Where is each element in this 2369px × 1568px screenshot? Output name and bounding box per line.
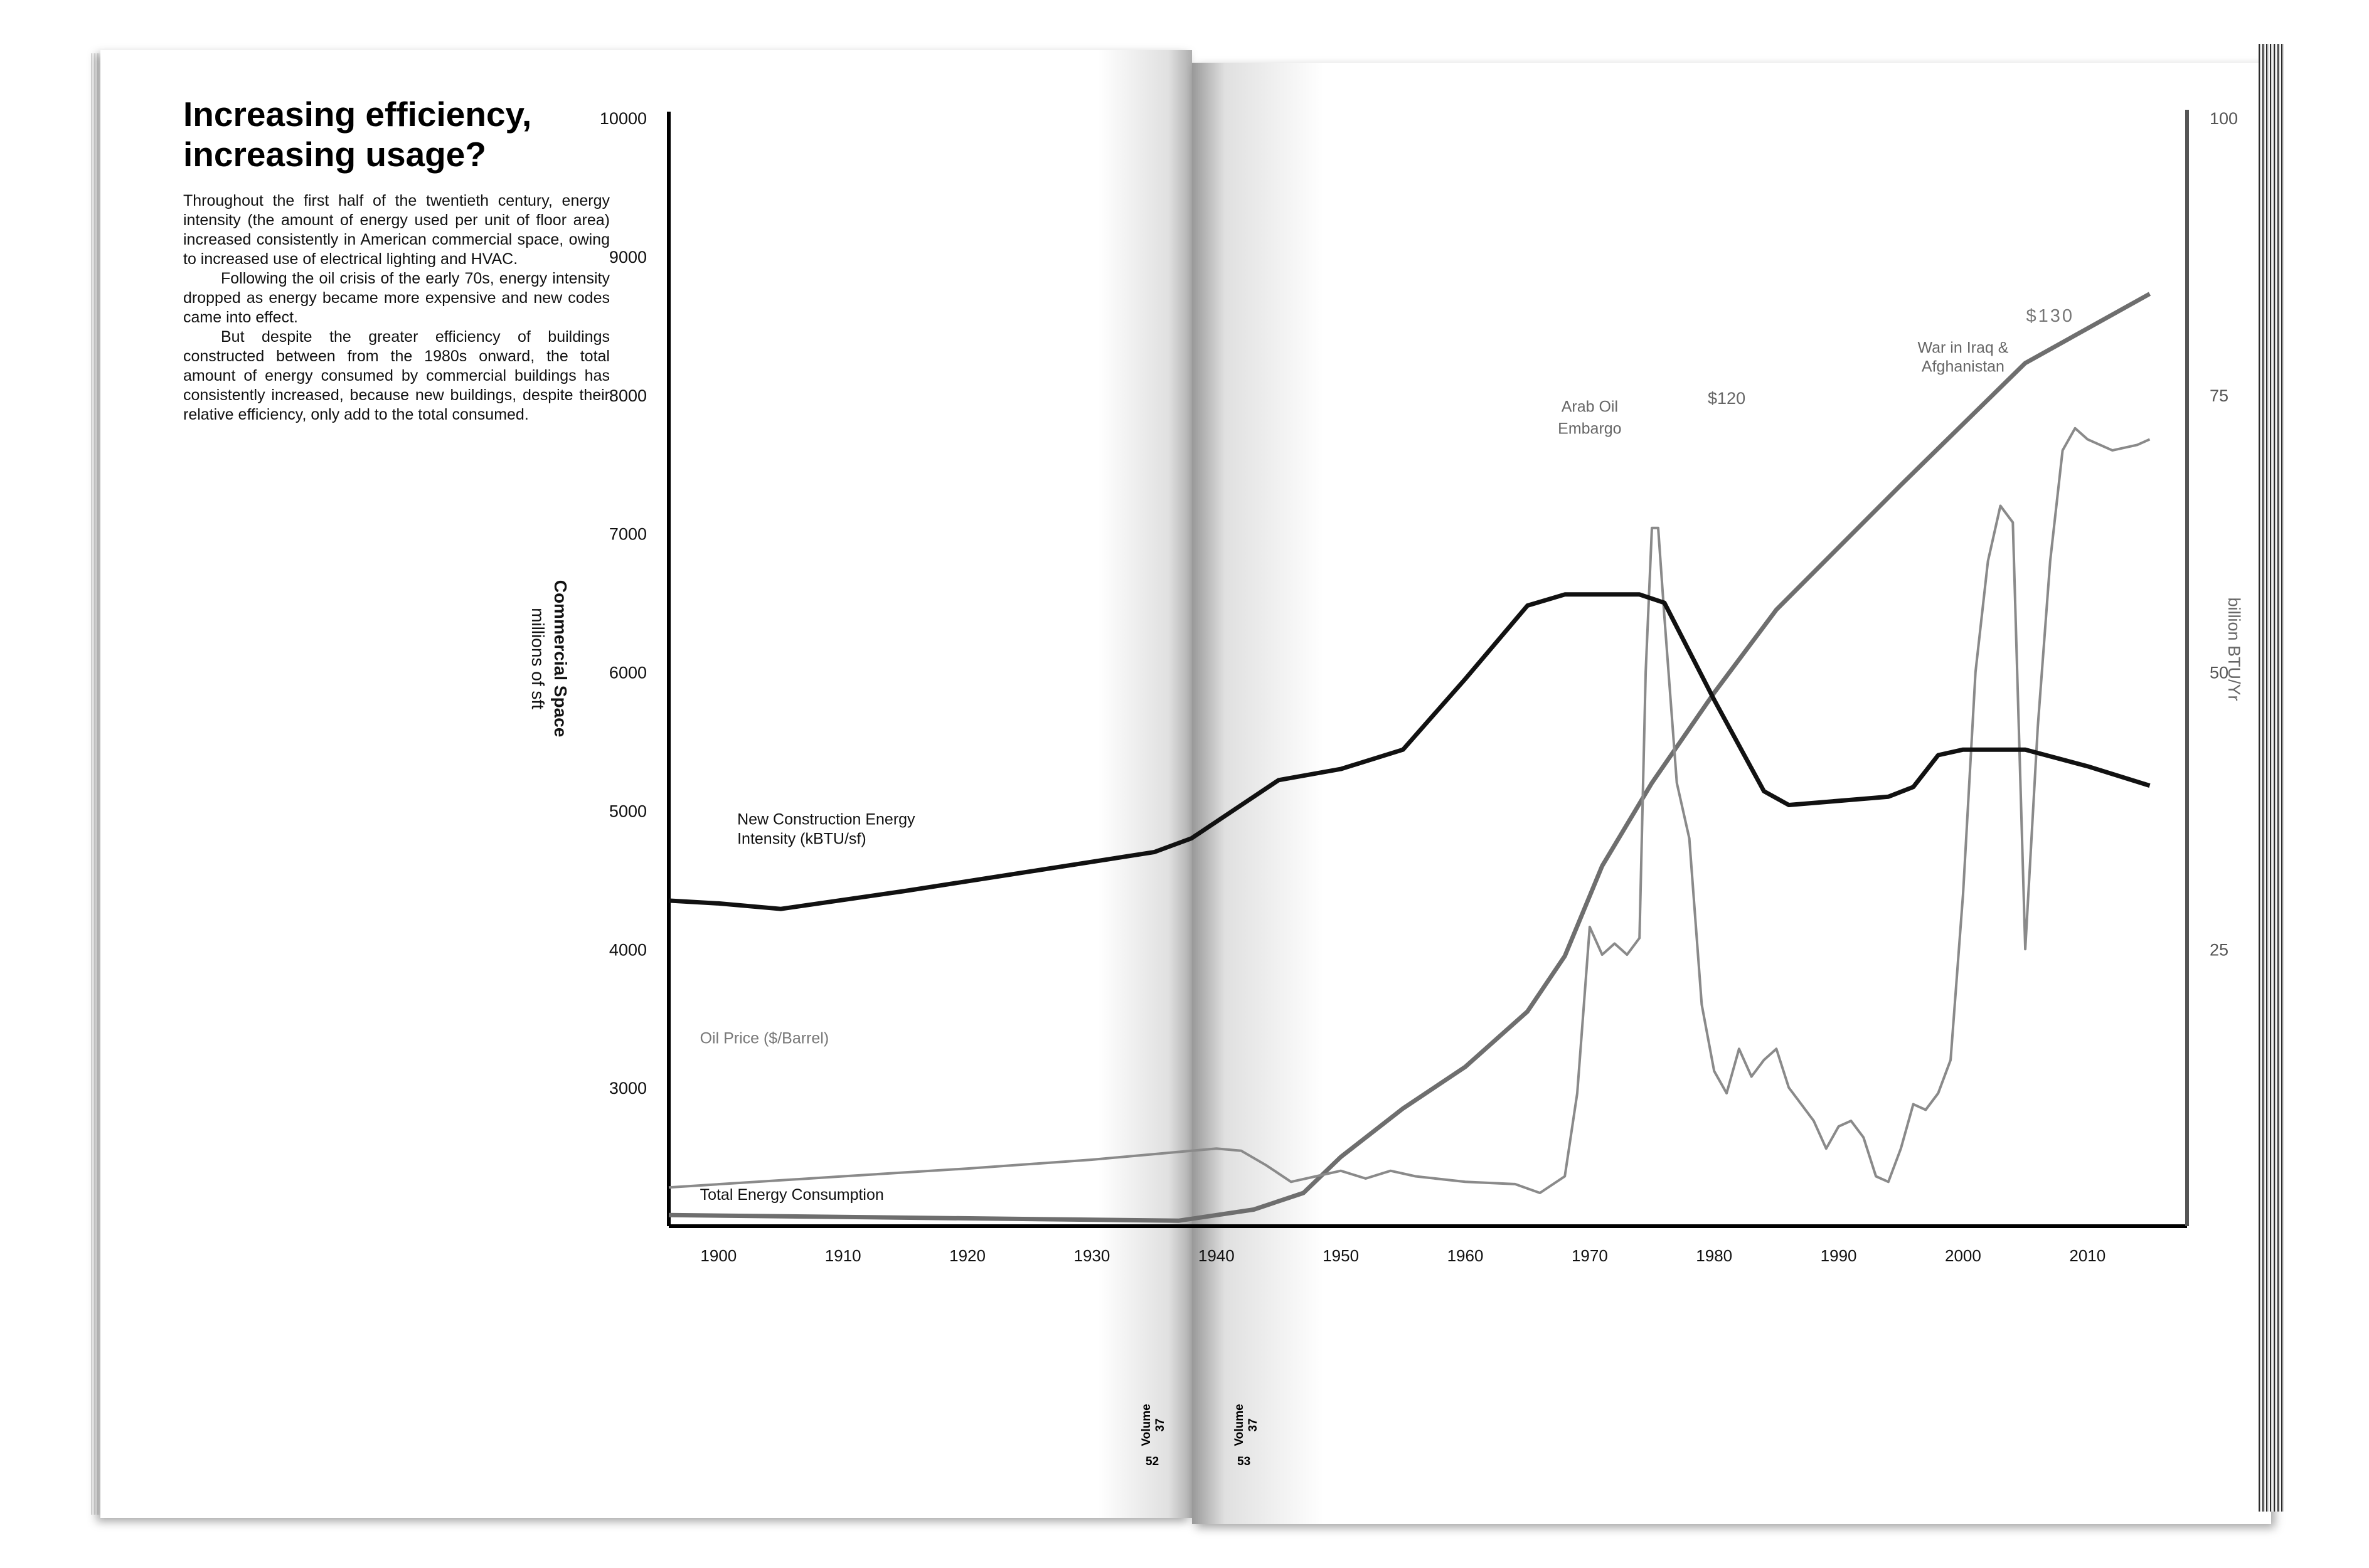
paragraph: Throughout the first half of the twentie… xyxy=(183,192,610,268)
y-tick-label-right: 25 xyxy=(2210,940,2228,959)
annotation-war-line-1: War in Iraq & xyxy=(1917,339,2008,357)
page-edges-right xyxy=(2259,44,2284,1512)
footer-volume-left: Volume 37 xyxy=(1140,1404,1167,1446)
x-tick-label: 2010 xyxy=(2069,1246,2105,1265)
x-tick-label: 1930 xyxy=(1074,1246,1110,1265)
series-line-oil-price xyxy=(668,426,2151,1194)
y-axis-title-right: billion BTU/Yr xyxy=(2225,597,2244,701)
body-text: Throughout the first half of the twentie… xyxy=(183,191,610,425)
y-axis-title-line-2: millions of sft xyxy=(528,608,548,709)
y-tick-label: 6000 xyxy=(609,664,647,682)
headline: Increasing efficiency, increasing usage? xyxy=(183,95,532,174)
x-tick-label: 1950 xyxy=(1323,1246,1359,1265)
x-tick-label: 2000 xyxy=(1945,1246,1981,1265)
page-number-left: 52 xyxy=(1146,1455,1159,1468)
y-tick-label: 9000 xyxy=(609,248,647,267)
series-label-oil-price: Oil Price ($/Barrel) xyxy=(700,1029,829,1047)
x-tick-label: 1970 xyxy=(1572,1246,1608,1265)
page-left xyxy=(100,50,1192,1518)
annotation-arab-oil: Arab Oil xyxy=(1562,398,1618,415)
x-tick-label: 1990 xyxy=(1821,1246,1857,1265)
y-tick-label: 10000 xyxy=(600,109,647,128)
series-line-energy-intensity xyxy=(668,592,2151,911)
chart-axes xyxy=(667,110,2189,1228)
x-tick-label: 1900 xyxy=(700,1246,737,1265)
page-right xyxy=(1192,63,2271,1524)
series-label-intensity-line-1: New Construction Energy xyxy=(737,810,915,828)
paragraph: But despite the greater efficiency of bu… xyxy=(183,328,610,423)
y-tick-label-right: 100 xyxy=(2210,109,2238,128)
chart-ticks: 1900 1910 1920 1930 1940 1950 1960 1970 1980 1990… xyxy=(600,109,2238,1265)
y-tick-label: 8000 xyxy=(609,386,647,405)
gutter-shadow-left xyxy=(1098,50,1192,1518)
x-tick-label: 1980 xyxy=(1696,1246,1732,1265)
annotation-embargo: Embargo xyxy=(1558,420,1621,438)
paragraph: Following the oil crisis of the early 70… xyxy=(183,270,610,326)
y-tick-label: 7000 xyxy=(609,525,647,544)
series-line-total-energy xyxy=(668,292,2151,1223)
x-tick-label: 1920 xyxy=(949,1246,986,1265)
y-tick-label-right: 75 xyxy=(2210,386,2228,405)
annotation-120: $120 xyxy=(1708,389,1745,408)
x-tick-label: 1960 xyxy=(1447,1246,1484,1265)
annotation-war-line-2: Afghanistan xyxy=(1922,358,2004,376)
y-tick-label: 5000 xyxy=(609,802,647,820)
y-tick-label-right: 50 xyxy=(2210,664,2228,682)
footer-volume-right: Volume 37 xyxy=(1233,1404,1260,1446)
annotation-130: $130 xyxy=(2026,306,2075,326)
chart-series xyxy=(668,292,2151,1223)
y-tick-label: 3000 xyxy=(609,1079,647,1098)
y-tick-label: 4000 xyxy=(609,940,647,959)
series-label-intensity-line-2: Intensity (kBTU/sf) xyxy=(737,830,866,847)
x-tick-label: 1940 xyxy=(1198,1246,1235,1265)
series-label-total-energy: Total Energy Consumption xyxy=(700,1186,884,1204)
y-axis-title-line-1: Commercial Space xyxy=(551,580,570,738)
page-number-right: 53 xyxy=(1237,1455,1251,1468)
x-tick-label: 1910 xyxy=(825,1246,861,1265)
